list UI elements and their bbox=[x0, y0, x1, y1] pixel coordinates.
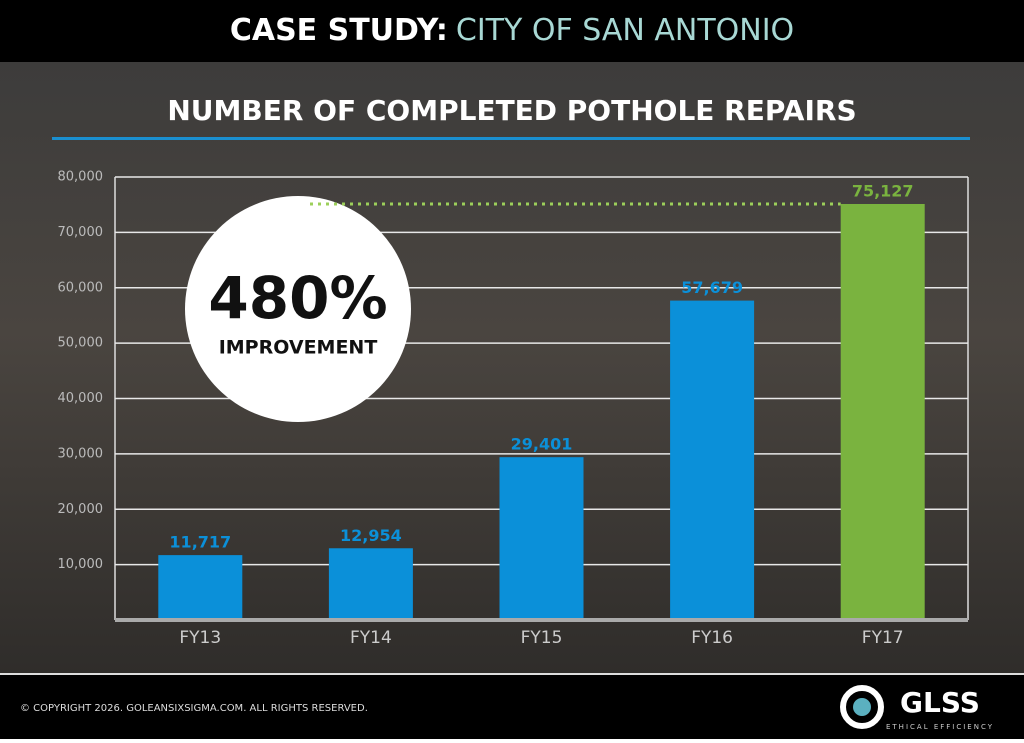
header-band bbox=[0, 0, 1024, 62]
x-tick-label: FY13 bbox=[179, 628, 221, 648]
value-label: 29,401 bbox=[511, 435, 573, 454]
bar bbox=[840, 203, 925, 620]
header: CASE STUDY: CITY OF SAN ANTONIO bbox=[230, 13, 794, 48]
y-tick-label: 10,000 bbox=[58, 557, 104, 572]
header-prefix: CASE STUDY: bbox=[230, 13, 448, 48]
annotation: 480% bbox=[208, 264, 387, 332]
bar bbox=[670, 300, 755, 620]
value-label: 11,717 bbox=[169, 533, 231, 552]
value-label: 75,127 bbox=[852, 181, 914, 200]
y-tick-label: 80,000 bbox=[58, 170, 104, 185]
annotation-circle bbox=[185, 196, 411, 422]
logo-tagline: ETHICAL EFFICIENCY bbox=[886, 723, 994, 731]
bar bbox=[158, 555, 243, 620]
chart-title: NUMBER OF COMPLETED POTHOLE REPAIRS bbox=[167, 94, 856, 127]
title-rule bbox=[52, 137, 970, 140]
x-tick-label: FY14 bbox=[350, 628, 392, 648]
y-tick-label: 60,000 bbox=[58, 280, 104, 295]
y-tick-label: 20,000 bbox=[58, 502, 104, 517]
y-tick-label: 70,000 bbox=[58, 225, 104, 240]
value-label: 57,679 bbox=[681, 278, 743, 297]
y-tick-label: 30,000 bbox=[58, 446, 104, 461]
footer-rule bbox=[0, 673, 1024, 675]
y-tick-label: 40,000 bbox=[58, 391, 104, 406]
header-highlight: CITY OF SAN ANTONIO bbox=[456, 13, 794, 48]
logo: GLSS bbox=[900, 686, 980, 719]
x-tick-label: FY17 bbox=[862, 628, 904, 648]
x-tick-label: FY15 bbox=[521, 628, 563, 648]
y-tick-label: 50,000 bbox=[58, 336, 104, 351]
value-label: 12,954 bbox=[340, 526, 402, 545]
logo-icon bbox=[840, 685, 884, 729]
annotation-label: IMPROVEMENT bbox=[219, 337, 378, 359]
logo-icon-core bbox=[853, 698, 871, 716]
plot: 10,000 20,000 30,000 40,000 50,000 60,000 70,0… bbox=[58, 170, 969, 648]
bar bbox=[499, 457, 584, 620]
bar bbox=[328, 548, 413, 620]
footer: © COPYRIGHT 2026. GOLEANSIXSIGMA.COM. AL… bbox=[20, 703, 368, 714]
x-tick-label: FY16 bbox=[691, 628, 733, 648]
